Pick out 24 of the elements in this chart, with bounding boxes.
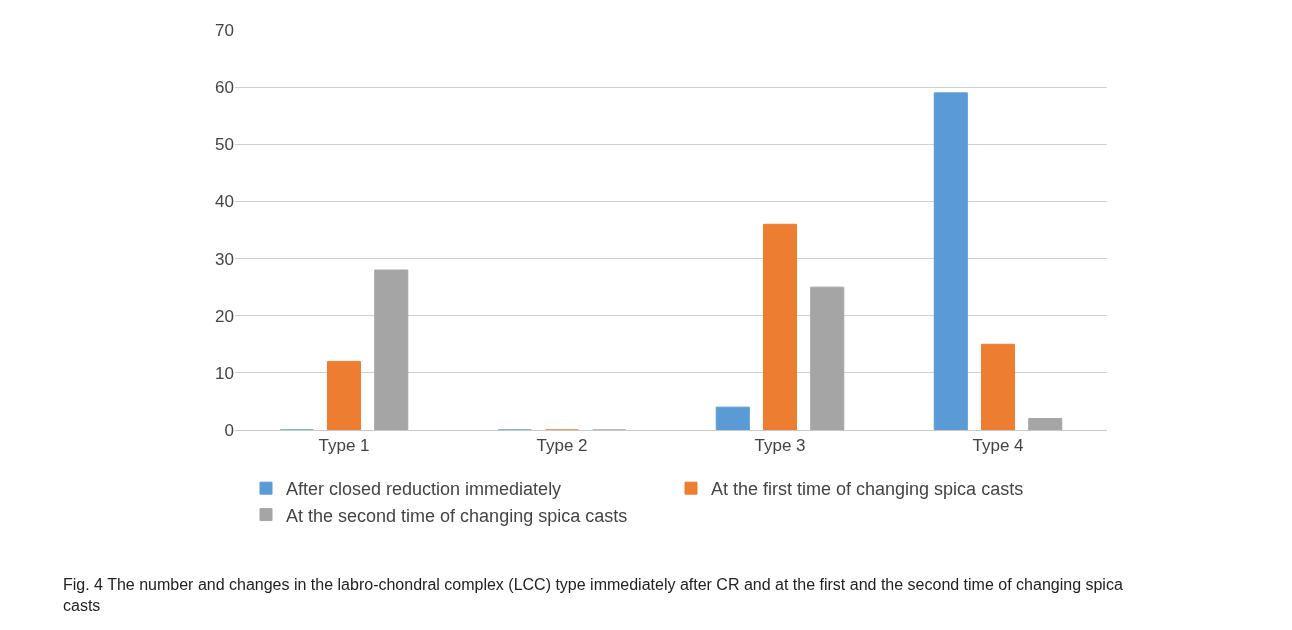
- y-tick-label: 60: [215, 78, 234, 98]
- y-tick-label: 40: [215, 192, 234, 212]
- legend-label: After closed reduction immediately: [286, 479, 562, 500]
- y-tick-label: 30: [215, 249, 234, 269]
- caption: Fig. 4 The number and changes in the labro-chondral complex (LCC) type immediately after CR and at the first and the second time of changing spica casts: [63, 576, 1123, 614]
- bar: [810, 286, 845, 430]
- x-tick-label: Type 4: [972, 436, 1024, 456]
- bar: [1028, 418, 1063, 430]
- y-tick-label: 70: [215, 20, 234, 40]
- bar: [326, 360, 362, 430]
- bar: [980, 343, 1016, 430]
- bar: [374, 269, 409, 430]
- bar: [762, 223, 798, 430]
- x-tick-label: Type 3: [754, 436, 806, 456]
- bar: [933, 92, 968, 430]
- y-tick-label: 0: [224, 420, 234, 440]
- y-tick-label: 50: [215, 135, 234, 155]
- x-tick-label: Type 2: [536, 436, 588, 456]
- y-tick-label: 20: [215, 306, 234, 326]
- legend-label: At the first time of changing spica casts: [711, 479, 1024, 500]
- legend-label: At the second time of changing spica casts: [286, 505, 628, 526]
- bar: [715, 406, 750, 430]
- x-tick-label: Type 1: [318, 436, 370, 456]
- y-tick-label: 10: [215, 363, 234, 383]
